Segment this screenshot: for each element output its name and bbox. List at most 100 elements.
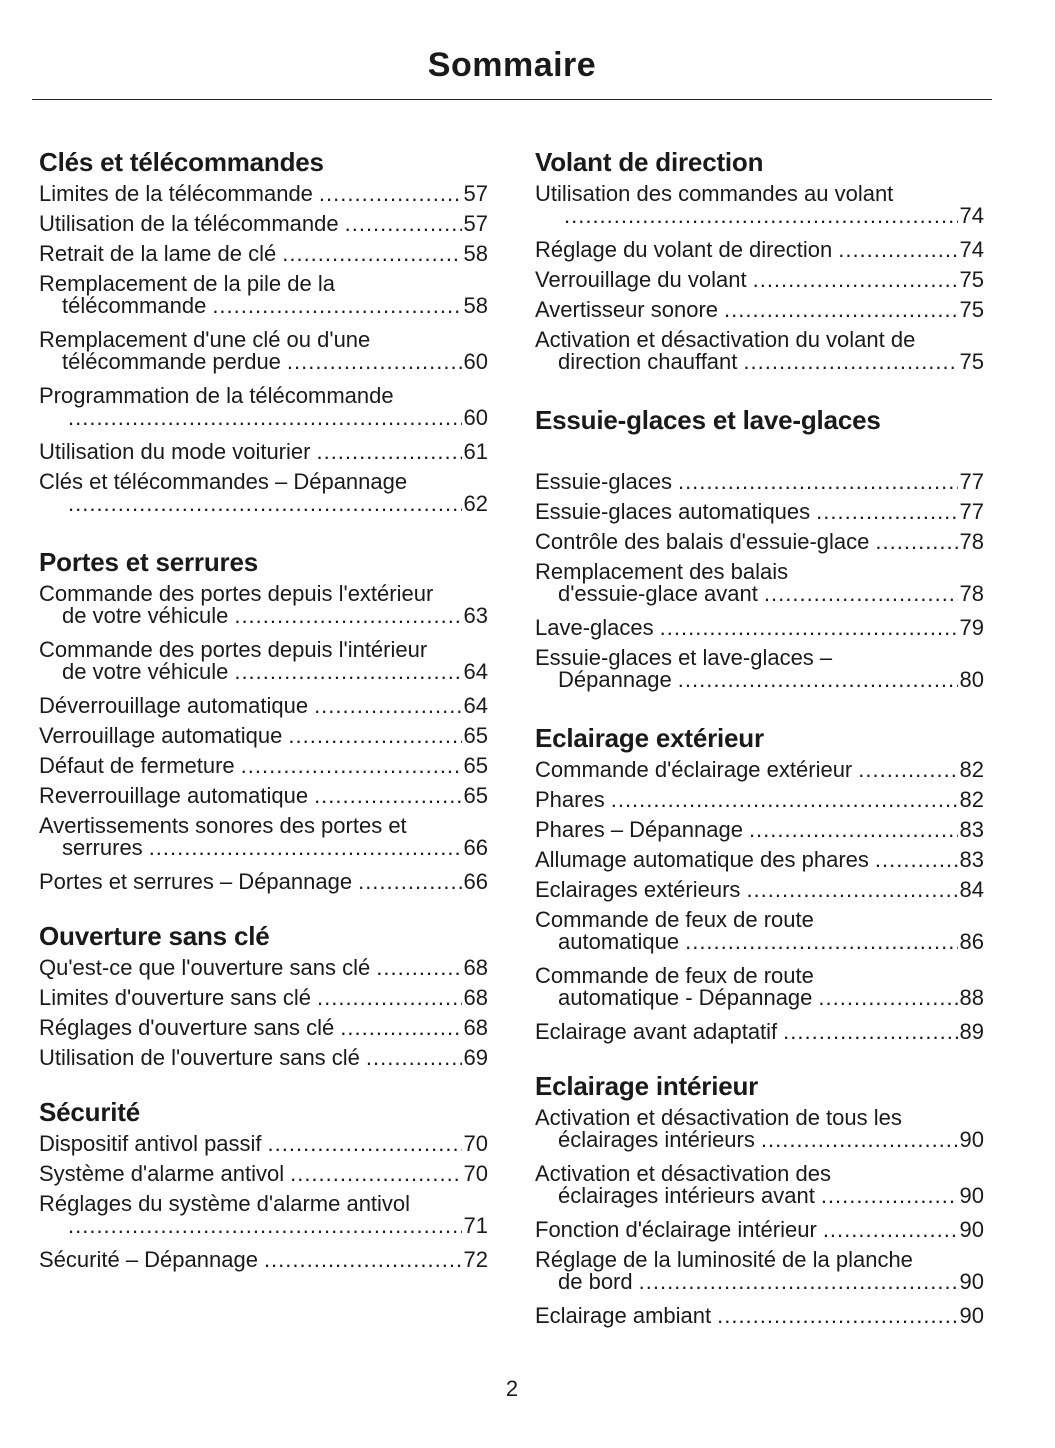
entry-line: Essuie-glaces automatiques 77 <box>535 497 984 527</box>
dot-leader <box>818 987 957 1009</box>
entry-line: Utilisation de la télécommande 57 <box>39 209 488 239</box>
dot-leader <box>345 209 462 239</box>
toc-entry[interactable]: Avertissements sonores des portes et serr… <box>39 815 488 867</box>
toc-section: Eclairage intérieur Activation et désacti… <box>535 1069 984 1331</box>
toc-entry[interactable]: Sécurité – Dépannage 72 <box>39 1245 488 1275</box>
toc-entry[interactable]: Eclairage avant adaptatif 89 <box>535 1017 984 1047</box>
toc-entry[interactable]: Commande des portes depuis l'extérieur de… <box>39 583 488 635</box>
toc-entry[interactable]: Essuie-glaces automatiques 77 <box>535 497 984 527</box>
entry-list: Dispositif antivol passif70Système d'ala… <box>39 1129 488 1275</box>
toc-entry[interactable]: Essuie-glaces 77 <box>535 467 984 497</box>
toc-entry[interactable]: Réglages d'ouverture sans clé 68 <box>39 1013 488 1043</box>
dot-leader <box>234 661 461 683</box>
toc-entry[interactable]: Eclairage ambiant 90 <box>535 1301 984 1331</box>
entry-line: Sécurité – Dépannage 72 <box>39 1245 488 1275</box>
entry-page-number: 65 <box>463 723 488 748</box>
dot-leader <box>288 721 461 751</box>
entry-page-number: 60 <box>463 405 488 430</box>
dot-leader <box>68 493 462 515</box>
entry-page-number: 84 <box>959 877 984 902</box>
entry-list: Commande d'éclairage extérieur 82 Phares 82… <box>535 755 984 1047</box>
dot-leader <box>358 867 461 897</box>
dot-leader <box>340 1013 461 1043</box>
entry-title: Réglages d'ouverture sans clé <box>39 1015 335 1040</box>
toc-entry[interactable]: Utilisation de la télécommande 57 <box>39 209 488 239</box>
entry-page-number: 77 <box>959 469 984 494</box>
entry-title: Commande d'éclairage extérieur <box>535 757 853 782</box>
toc-entry[interactable]: Avertisseur sonore 75 <box>535 295 984 325</box>
toc-entry[interactable]: Limites de la télécommande 57 <box>39 179 488 209</box>
toc-entry[interactable]: Remplacement des balais d'essuie-glace av… <box>535 561 984 613</box>
dot-leader <box>858 755 957 785</box>
entry-line: Qu'est-ce que l'ouverture sans clé 68 <box>39 953 488 983</box>
toc-entry[interactable]: Reverrouillage automatique 65 <box>39 781 488 811</box>
toc-entry[interactable]: Commande d'éclairage extérieur 82 <box>535 755 984 785</box>
entry-continuation: de votre véhicule 64 <box>39 661 488 691</box>
toc-entry[interactable]: Commande de feux de route automatique - D… <box>535 965 984 1017</box>
toc-entry[interactable]: Qu'est-ce que l'ouverture sans clé 68 <box>39 953 488 983</box>
entry-page-number: 66 <box>463 835 488 860</box>
entry-title-continued: direction chauffant <box>558 349 738 374</box>
entry-page-number: 82 <box>959 757 984 782</box>
section-heading: Essuie-glaces et lave-glaces <box>535 405 881 435</box>
toc-entry[interactable]: Essuie-glaces et lave-glaces –Dépannage 8… <box>535 647 984 699</box>
toc-entry[interactable]: Réglage du volant de direction 74 <box>535 235 984 265</box>
entry-page-number: 82 <box>959 787 984 812</box>
toc-entry[interactable]: Lave-glaces 79 <box>535 613 984 643</box>
entry-page-number: 80 <box>959 667 984 692</box>
toc-entry[interactable]: Portes et serrures – Dépannage 66 <box>39 867 488 897</box>
toc-entry[interactable]: Utilisation des commandes au volant 74 <box>535 183 984 235</box>
toc-entry[interactable]: Dispositif antivol passif 70 <box>39 1129 488 1159</box>
entry-title: Fonction d'éclairage intérieur <box>535 1217 817 1242</box>
entry-title: Contrôle des balais d'essuie-glace <box>535 529 870 554</box>
toc-entry[interactable]: Utilisation de l'ouverture sans clé 69 <box>39 1043 488 1073</box>
toc-entry[interactable]: Remplacement d'une clé ou d'une télécomma… <box>39 329 488 381</box>
toc-entry[interactable]: Système d'alarme antivol 70 <box>39 1159 488 1189</box>
toc-entry[interactable]: Retrait de la lame de clé 58 <box>39 239 488 269</box>
dot-leader <box>314 691 461 721</box>
dot-leader <box>743 351 957 373</box>
dot-leader <box>875 527 957 557</box>
entry-list: Commande des portes depuis l'extérieur de… <box>39 583 488 897</box>
toc-entry[interactable]: Verrouillage automatique 65 <box>39 721 488 751</box>
toc-entry[interactable]: Réglage de la luminosité de la planche de… <box>535 1249 984 1301</box>
toc-entry[interactable]: Activation et désactivation de tous les é… <box>535 1107 984 1159</box>
toc-entry[interactable]: Commande des portes depuis l'intérieur de… <box>39 639 488 691</box>
toc-entry[interactable]: Activation et désactivation du volant de… <box>535 329 984 381</box>
toc-entry[interactable]: Déverrouillage automatique 64 <box>39 691 488 721</box>
toc-entry[interactable]: Phares – Dépannage 83 <box>535 815 984 845</box>
toc-entry[interactable]: Verrouillage du volant 75 <box>535 265 984 295</box>
toc-entry[interactable]: Allumage automatique des phares 83 <box>535 845 984 875</box>
entry-continuation: télécommande 58 <box>39 295 488 325</box>
toc-entry[interactable]: Contrôle des balais d'essuie-glace 78 <box>535 527 984 557</box>
entry-page-number: 86 <box>959 929 984 954</box>
entry-page-number: 77 <box>959 499 984 524</box>
section-heading: Ouverture sans clé <box>39 921 270 951</box>
entry-title: Verrouillage automatique <box>39 723 283 748</box>
toc-entry[interactable]: Clés et télécommandes – Dépannage 62 <box>39 471 488 523</box>
toc-entry[interactable]: Limites d'ouverture sans clé 68 <box>39 983 488 1013</box>
entry-title: Qu'est-ce que l'ouverture sans clé <box>39 955 371 980</box>
entry-title: Commande de feux de route <box>535 907 814 932</box>
toc-entry[interactable]: Utilisation du mode voiturier 61 <box>39 437 488 467</box>
entry-line: Reverrouillage automatique 65 <box>39 781 488 811</box>
toc-entry[interactable]: Défaut de fermeture 65 <box>39 751 488 781</box>
entry-title: Limites de la télécommande <box>39 181 313 206</box>
entry-line: Dispositif antivol passif 70 <box>39 1129 488 1159</box>
entry-title: Activation et désactivation du volant de <box>535 327 916 352</box>
toc-entry[interactable]: Programmation de la télécommande 60 <box>39 385 488 437</box>
toc-entry[interactable]: Eclairages extérieurs 84 <box>535 875 984 905</box>
toc-entry[interactable]: Fonction d'éclairage intérieur 90 <box>535 1215 984 1245</box>
entry-title: Limites d'ouverture sans clé <box>39 985 311 1010</box>
dot-leader <box>639 1271 958 1293</box>
toc-entry[interactable]: Phares 82 <box>535 785 984 815</box>
entry-page-number: 90 <box>959 1127 984 1152</box>
entry-title: Activation et désactivation de tous les <box>535 1105 902 1130</box>
entry-title: Utilisation de l'ouverture sans clé <box>39 1045 360 1070</box>
toc-entry[interactable]: Réglages du système d'alarme antivol 71 <box>39 1193 488 1245</box>
entry-line: Réglage du volant de direction 74 <box>535 235 984 265</box>
entry-title: Activation et désactivation des <box>535 1161 831 1186</box>
toc-entry[interactable]: Remplacement de la pile de la télécommand… <box>39 273 488 325</box>
toc-entry[interactable]: Activation et désactivation des éclairage… <box>535 1163 984 1215</box>
